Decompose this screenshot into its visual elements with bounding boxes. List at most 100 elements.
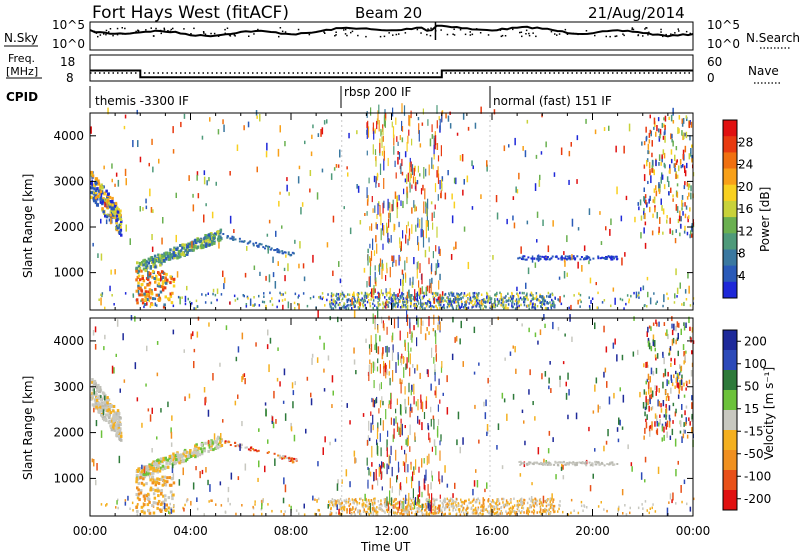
noise-point bbox=[469, 31, 471, 33]
data-cell bbox=[441, 511, 443, 514]
data-cell bbox=[352, 301, 355, 304]
data-cell bbox=[540, 295, 542, 298]
data-cell bbox=[369, 302, 371, 305]
noise-point bbox=[609, 35, 611, 38]
data-cell bbox=[93, 379, 97, 383]
data-cell bbox=[168, 455, 172, 458]
data-cell bbox=[494, 512, 496, 515]
data-cell bbox=[608, 125, 610, 131]
data-cell bbox=[436, 293, 439, 296]
nsearch-label: N.Search bbox=[746, 31, 800, 45]
noise-point bbox=[678, 30, 680, 32]
data-cell bbox=[427, 119, 429, 126]
data-cell bbox=[371, 503, 374, 506]
data-cell bbox=[484, 488, 486, 493]
data-cell bbox=[132, 509, 134, 512]
data-cell bbox=[421, 217, 423, 229]
data-cell bbox=[181, 296, 183, 299]
data-cell bbox=[157, 494, 160, 498]
data-cell bbox=[625, 513, 628, 516]
data-cell bbox=[393, 418, 395, 426]
data-cell bbox=[373, 130, 375, 140]
data-cell bbox=[230, 472, 233, 480]
data-cell bbox=[398, 152, 401, 160]
mode-change-marker bbox=[341, 305, 343, 307]
data-cell bbox=[423, 292, 426, 295]
data-cell bbox=[264, 465, 266, 473]
data-cell bbox=[517, 295, 520, 298]
data-cell bbox=[594, 322, 596, 330]
data-cell bbox=[257, 477, 259, 482]
data-cell bbox=[164, 276, 167, 280]
noise-point bbox=[324, 32, 326, 34]
mode-change-marker bbox=[489, 225, 491, 227]
data-cell bbox=[421, 296, 424, 299]
data-cell bbox=[192, 204, 195, 212]
data-cell bbox=[396, 475, 398, 483]
data-cell bbox=[451, 500, 454, 503]
data-cell bbox=[113, 212, 116, 216]
data-cell bbox=[260, 243, 263, 246]
data-cell bbox=[534, 262, 537, 268]
data-cell bbox=[160, 285, 163, 289]
data-cell bbox=[196, 454, 199, 458]
data-cell bbox=[549, 500, 551, 503]
data-cell bbox=[168, 457, 171, 461]
noise-point bbox=[343, 29, 345, 31]
noise-point bbox=[95, 32, 98, 34]
data-cell bbox=[464, 304, 467, 307]
data-cell bbox=[549, 512, 551, 515]
data-cell bbox=[681, 436, 683, 443]
data-cell bbox=[282, 252, 285, 255]
data-cell bbox=[144, 286, 147, 290]
data-cell bbox=[656, 300, 658, 304]
data-cell bbox=[256, 115, 258, 119]
data-cell bbox=[567, 372, 569, 380]
data-cell bbox=[118, 431, 122, 435]
data-cell bbox=[489, 301, 491, 305]
data-cell bbox=[433, 503, 436, 507]
mode-change-marker bbox=[489, 135, 491, 137]
data-cell bbox=[530, 294, 532, 297]
data-cell bbox=[237, 346, 240, 353]
data-cell bbox=[369, 226, 371, 231]
data-cell bbox=[93, 393, 97, 397]
data-cell bbox=[140, 489, 143, 493]
data-cell bbox=[138, 498, 141, 502]
data-cell bbox=[354, 305, 356, 308]
mode-change-marker bbox=[489, 280, 491, 282]
data-cell bbox=[612, 287, 615, 292]
power-scatter bbox=[90, 103, 695, 311]
data-cell bbox=[344, 499, 346, 503]
data-cell bbox=[497, 300, 499, 303]
data-cell bbox=[533, 512, 535, 515]
data-cell bbox=[498, 507, 500, 511]
data-cell bbox=[436, 307, 439, 310]
noise-point bbox=[279, 27, 282, 29]
data-cell bbox=[156, 284, 160, 287]
data-cell bbox=[177, 458, 181, 462]
data-cell bbox=[178, 252, 182, 256]
data-cell bbox=[166, 458, 169, 462]
data-cell bbox=[276, 248, 279, 250]
data-cell bbox=[138, 278, 142, 282]
data-cell bbox=[263, 292, 265, 295]
noise-point bbox=[351, 30, 354, 33]
data-cell bbox=[157, 499, 161, 503]
data-cell bbox=[283, 456, 286, 459]
data-cell bbox=[326, 242, 329, 248]
data-cell bbox=[154, 287, 157, 291]
data-cell bbox=[673, 163, 676, 169]
data-cell bbox=[334, 302, 337, 306]
data-cell bbox=[326, 298, 328, 302]
data-cell bbox=[392, 199, 394, 212]
data-cell bbox=[677, 218, 680, 224]
data-cell bbox=[201, 293, 203, 296]
data-cell bbox=[488, 512, 491, 515]
data-cell bbox=[461, 503, 463, 507]
data-cell bbox=[459, 155, 462, 161]
data-cell bbox=[422, 184, 424, 191]
data-cell bbox=[456, 439, 458, 446]
mode-change-marker bbox=[341, 195, 343, 197]
data-cell bbox=[101, 292, 104, 295]
